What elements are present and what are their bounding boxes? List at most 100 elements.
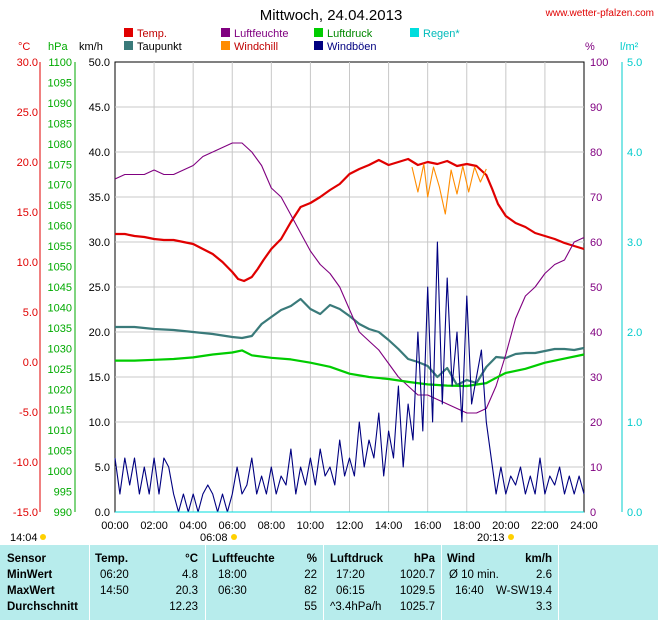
- stats-row-label: MaxWert: [7, 585, 55, 597]
- press-tick-label: 1075: [48, 159, 72, 171]
- stats-temp-time: 06:20: [100, 569, 129, 581]
- series-line: [114, 241, 585, 513]
- stats-header-hum-unit: %: [306, 553, 317, 565]
- stats-header-row: Sensor Temp. °C Luftfeuchte % Luftdruck …: [0, 553, 658, 568]
- stats-temp-value: 4.8: [182, 569, 198, 581]
- legend-swatch: [221, 41, 230, 50]
- grid-lines: [115, 62, 584, 512]
- temp-tick-label: 0.0: [23, 357, 38, 369]
- stats-row-avg: Durchschnitt 12.23 55 ^3.4hPa/h 1025.7 3…: [0, 601, 658, 616]
- rain-tick-label: 5.0: [627, 57, 642, 69]
- press-tick-label: 1005: [48, 446, 72, 458]
- legend-label: Luftfeuchte: [234, 28, 288, 40]
- stats-wind-value: 2.6: [536, 569, 552, 581]
- stats-row-min: MinWert 06:20 4.8 18:00 22 17:20 1020.7 …: [0, 569, 658, 584]
- temp-tick-label: -10.0: [13, 457, 38, 469]
- stats-wind-desc: Ø 10 min.: [449, 569, 499, 581]
- stats-hum-time: 18:00: [218, 569, 247, 581]
- press-tick-label: 995: [54, 487, 72, 499]
- wind-tick-label: 20.0: [89, 327, 110, 339]
- divider: [89, 545, 90, 620]
- sun-start-icon: [40, 534, 46, 540]
- legend-swatch: [410, 28, 419, 37]
- press-tick-label: 1050: [48, 262, 72, 274]
- press-tick-label: 1080: [48, 139, 72, 151]
- temp-tick-label: -5.0: [19, 407, 38, 419]
- hum-unit-label: %: [585, 41, 595, 53]
- stats-wind-value: 3.3: [536, 601, 552, 613]
- temp-tick-label: 5.0: [23, 307, 38, 319]
- rain-tick-label: 0.0: [627, 507, 642, 519]
- sunrise-icon: [231, 534, 237, 540]
- wind-tick-label: 25.0: [89, 282, 110, 294]
- divider: [441, 545, 442, 620]
- stats-temp-value: 20.3: [175, 585, 198, 597]
- press-tick-label: 1000: [48, 466, 72, 478]
- hum-tick-label: 40: [590, 327, 602, 339]
- sunset-icon: [508, 534, 514, 540]
- temp-tick-label: 15.0: [17, 207, 38, 219]
- stats-hum-value: 55: [304, 601, 317, 613]
- stats-temp-time: 14:50: [100, 585, 129, 597]
- legend-label: Windböen: [327, 41, 377, 53]
- temp-tick-label: 10.0: [17, 257, 38, 269]
- x-tick-label: 00:00: [101, 520, 129, 532]
- stats-temp-value: 12.23: [169, 601, 198, 613]
- sunrise-label: 06:08: [200, 532, 228, 544]
- stats-header-press: Luftdruck: [330, 553, 384, 565]
- press-tick-label: 1090: [48, 98, 72, 110]
- stats-press-value: 1025.7: [399, 601, 435, 613]
- rain-unit-label: l/m²: [620, 41, 639, 53]
- x-tick-label: 08:00: [258, 520, 286, 532]
- legend-swatch: [221, 28, 230, 37]
- wind-unit-label: km/h: [79, 41, 103, 53]
- divider: [205, 545, 206, 620]
- series-line: [114, 142, 585, 414]
- sun-start-label: 14:04: [10, 532, 38, 544]
- wind-tick-label: 30.0: [89, 237, 110, 249]
- x-tick-label: 16:00: [414, 520, 442, 532]
- wind-tick-label: 45.0: [89, 102, 110, 114]
- hum-tick-label: 30: [590, 372, 602, 384]
- legend-swatch: [124, 28, 133, 37]
- hum-tick-label: 80: [590, 147, 602, 159]
- temp-tick-label: 25.0: [17, 107, 38, 119]
- site-link[interactable]: www.wetter-pfalzen.com: [545, 8, 654, 19]
- stats-row-max: MaxWert 14:50 20.3 06:30 82 06:15 1029.5…: [0, 585, 658, 600]
- stats-press-time: 06:15: [336, 585, 365, 597]
- wind-tick-label: 50.0: [89, 57, 110, 69]
- press-tick-label: 1045: [48, 282, 72, 294]
- press-tick-label: 1060: [48, 221, 72, 233]
- press-tick-label: 1095: [48, 77, 72, 89]
- x-tick-label: 02:00: [140, 520, 168, 532]
- stats-press-time: ^3.4hPa/h: [330, 601, 382, 613]
- temp-tick-label: 30.0: [17, 57, 38, 69]
- stats-header-press-unit: hPa: [413, 553, 435, 565]
- press-tick-label: 1025: [48, 364, 72, 376]
- wind-tick-label: 0.0: [95, 507, 110, 519]
- legend-swatch: [314, 41, 323, 50]
- sunset-label: 20:13: [477, 532, 505, 544]
- wind-tick-label: 35.0: [89, 192, 110, 204]
- press-tick-label: 1030: [48, 343, 72, 355]
- rain-tick-label: 1.0: [627, 417, 642, 429]
- sun-markers: 14:04 06:08 20:13: [10, 532, 514, 544]
- wind-tick-label: 10.0: [89, 417, 110, 429]
- axes: 00:00 02:00 04:00 06:00 08:00 10:00 12:00 14:00…: [13, 57, 642, 532]
- series-line: [411, 163, 487, 215]
- press-tick-label: 1055: [48, 241, 72, 253]
- stats-wind-desc: 16:40: [455, 585, 484, 597]
- stats-wind-value: 19.4: [529, 585, 552, 597]
- rain-tick-label: 3.0: [627, 237, 642, 249]
- divider: [558, 545, 559, 620]
- stats-row-label: Durchschnitt: [7, 601, 78, 613]
- hum-tick-label: 50: [590, 282, 602, 294]
- hum-tick-label: 100: [590, 57, 608, 69]
- legend-label: Temp.: [137, 28, 167, 40]
- x-tick-label: 18:00: [453, 520, 481, 532]
- x-tick-label: 10:00: [297, 520, 325, 532]
- hum-tick-label: 10: [590, 462, 602, 474]
- temp-tick-label: -15.0: [13, 507, 38, 519]
- press-tick-label: 1040: [48, 302, 72, 314]
